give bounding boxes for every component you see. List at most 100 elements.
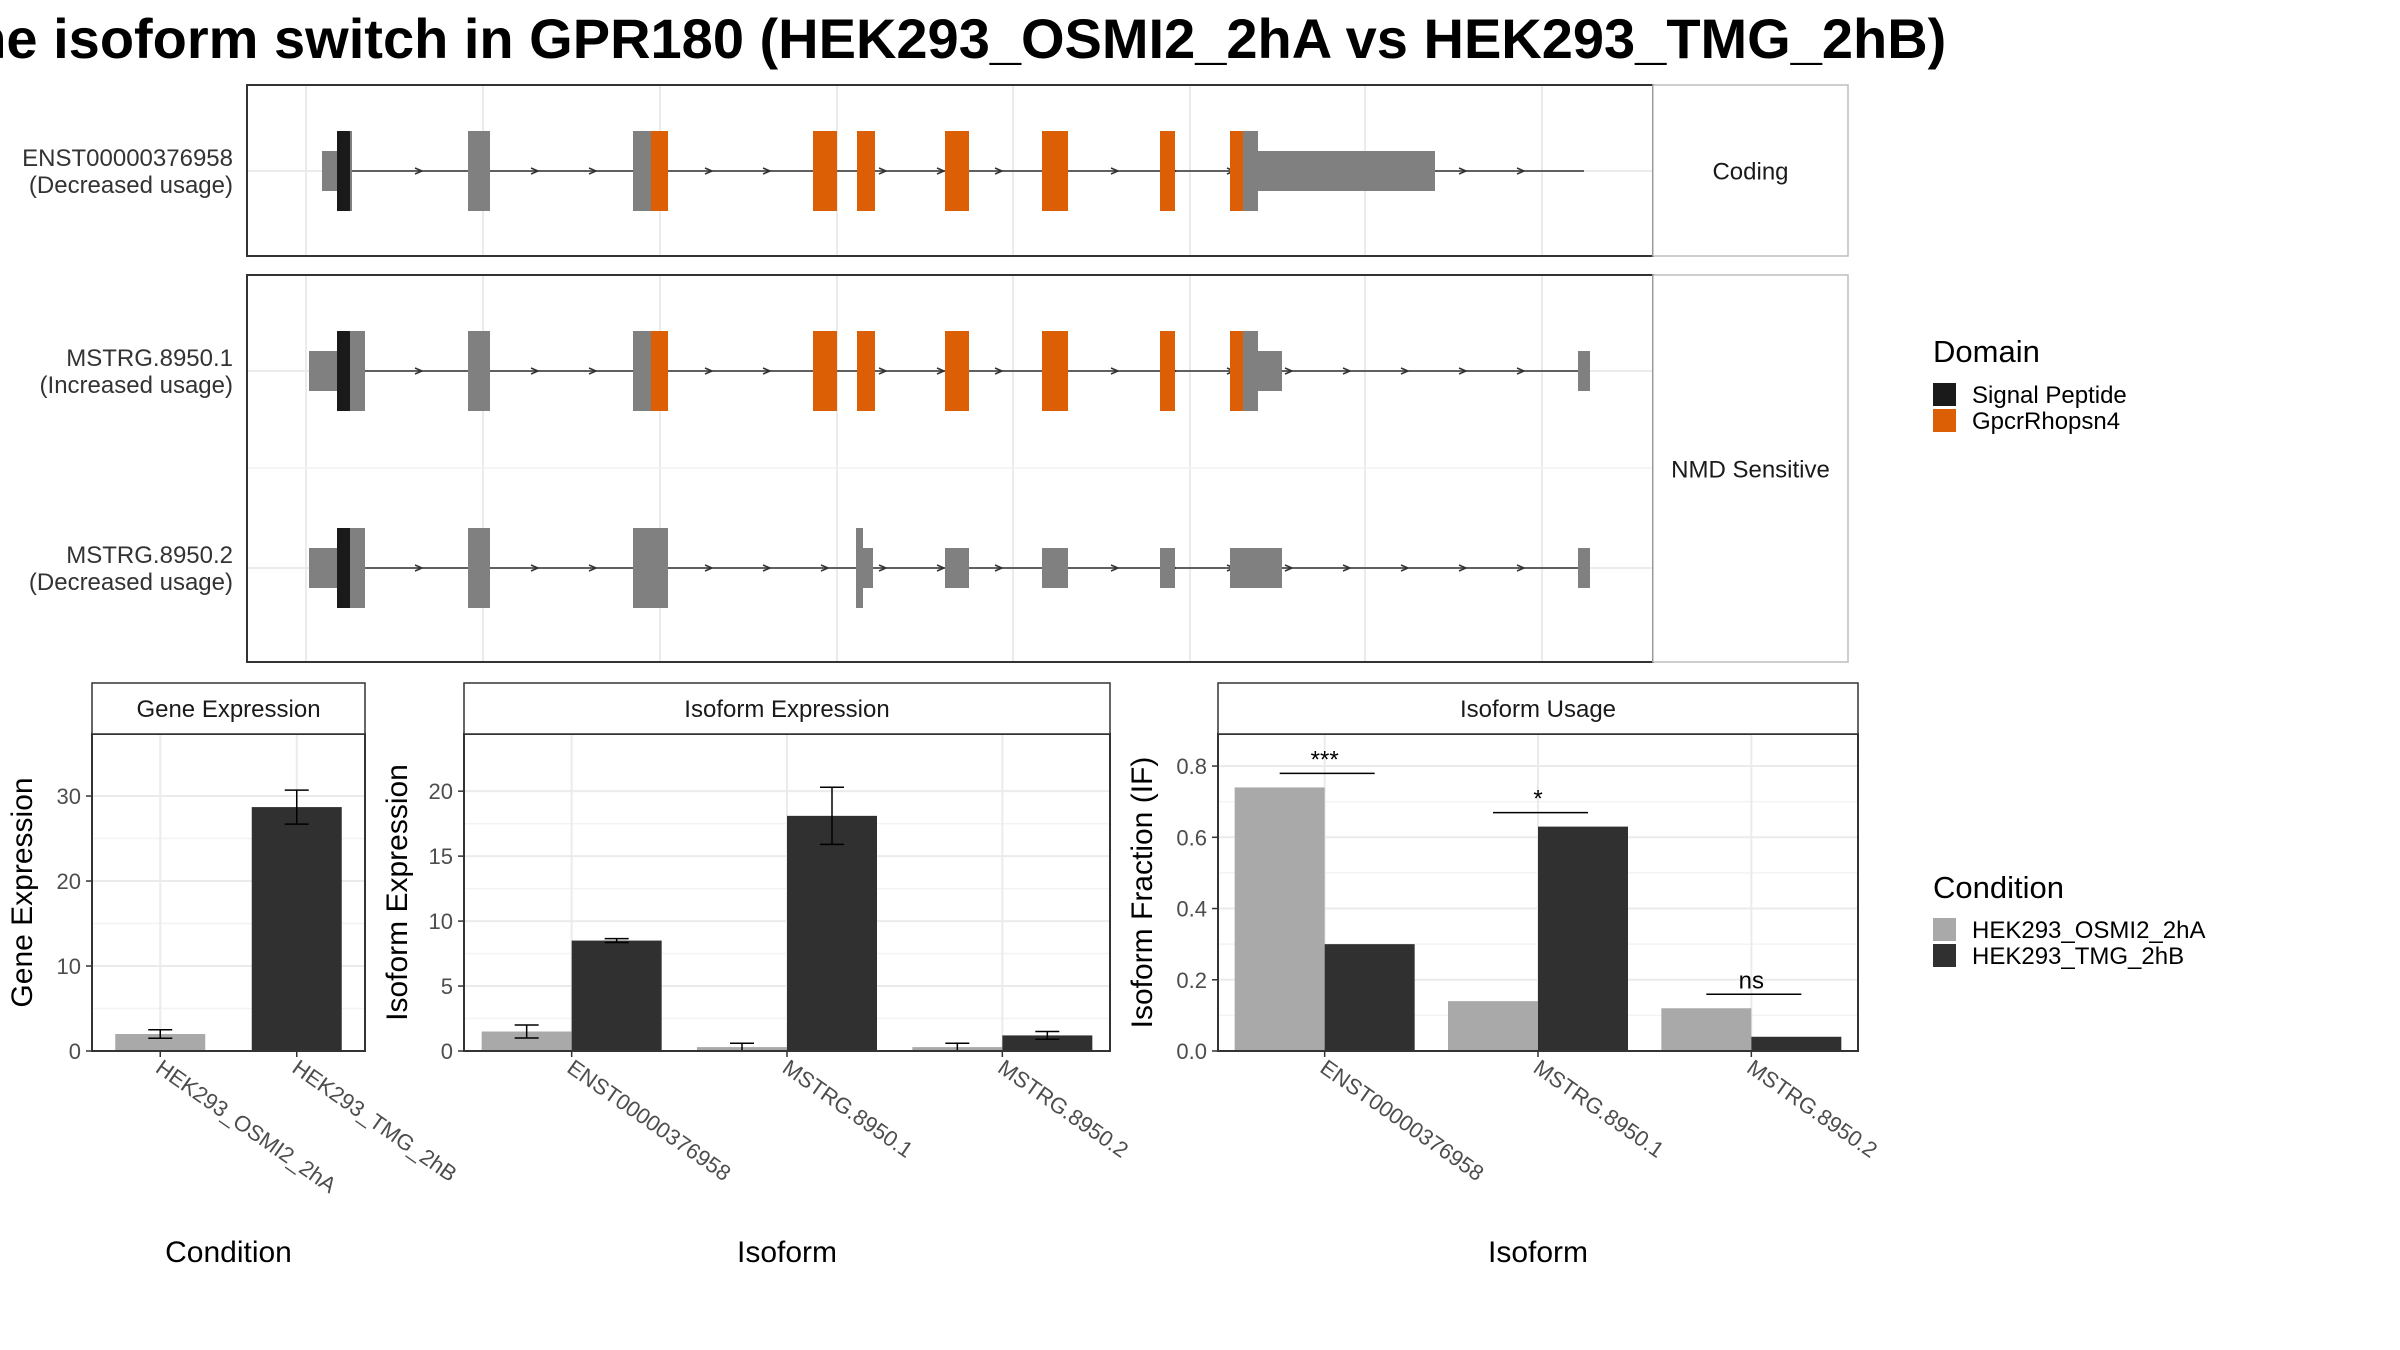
intron-arrow bbox=[1342, 564, 1352, 572]
domain-gpcr-block bbox=[1160, 331, 1175, 411]
intron-arrow bbox=[588, 367, 598, 375]
bar bbox=[115, 1034, 206, 1051]
transcript-id-label: ENST00000376958 bbox=[22, 145, 233, 172]
intron-arrow bbox=[1458, 167, 1468, 175]
exon-block bbox=[1258, 351, 1282, 391]
domain-gpcr-block bbox=[1230, 131, 1243, 211]
exon-block bbox=[468, 528, 490, 608]
exon-block bbox=[856, 528, 863, 608]
bar bbox=[1751, 1036, 1842, 1051]
intron-arrow bbox=[414, 167, 424, 175]
domain-gpcr-block bbox=[857, 131, 875, 211]
bar bbox=[571, 940, 662, 1051]
transcript-usage-label: (Decreased usage) bbox=[29, 569, 233, 596]
exon-block bbox=[633, 131, 651, 211]
intron-arrow bbox=[994, 167, 1004, 175]
x-axis-title: Isoform bbox=[1488, 1236, 1588, 1269]
intron-arrow bbox=[1284, 367, 1294, 375]
intron-arrow bbox=[878, 564, 888, 572]
intron-arrow bbox=[588, 564, 598, 572]
x-tick-label: MSTRG.8950.2 bbox=[993, 1055, 1133, 1163]
y-axis-title: Isoform Expression bbox=[381, 764, 414, 1021]
bar bbox=[1324, 944, 1415, 1051]
intron-arrow bbox=[704, 367, 714, 375]
significance-label: *** bbox=[1311, 746, 1339, 773]
transcript-id-label: MSTRG.8950.1 bbox=[66, 345, 233, 372]
bar bbox=[251, 807, 342, 1051]
domain-gpcr-block bbox=[651, 131, 668, 211]
x-tick-label: ENST00000376958 bbox=[1316, 1055, 1489, 1186]
intron-arrow bbox=[588, 167, 598, 175]
intron-arrow bbox=[704, 564, 714, 572]
intron-arrow bbox=[820, 564, 830, 572]
domain-gpcr-block bbox=[651, 331, 668, 411]
intron-arrow bbox=[414, 564, 424, 572]
intron-arrow bbox=[1110, 167, 1120, 175]
y-tick-label: 0.0 bbox=[1176, 1039, 1207, 1064]
x-tick-label: MSTRG.8950.1 bbox=[778, 1055, 918, 1163]
domain-legend-key bbox=[1933, 383, 1956, 406]
intron-arrow bbox=[1400, 367, 1410, 375]
domain-gpcr-block bbox=[1042, 331, 1068, 411]
y-tick-label: 30 bbox=[57, 784, 81, 809]
intron-arrow bbox=[994, 367, 1004, 375]
y-tick-label: 10 bbox=[429, 909, 453, 934]
transcript-track: MSTRG.8950.2(Decreased usage) bbox=[29, 528, 1590, 608]
intron-arrow bbox=[1516, 167, 1526, 175]
y-tick-label: 20 bbox=[429, 779, 453, 804]
transcript-track: MSTRG.8950.1(Increased usage) bbox=[40, 331, 1590, 411]
intron-arrow bbox=[1342, 367, 1352, 375]
exon-block bbox=[468, 331, 490, 411]
domain-legend-key bbox=[1933, 409, 1956, 432]
exon-block bbox=[468, 131, 490, 211]
panel-strip bbox=[463, 682, 1111, 735]
x-tick-label: ENST00000376958 bbox=[563, 1055, 736, 1186]
domain-signal-peptide-block bbox=[337, 131, 350, 211]
exon-block bbox=[309, 548, 337, 588]
intron-arrow bbox=[1516, 564, 1526, 572]
domain-legend-label: Signal Peptide bbox=[1972, 382, 2127, 409]
bar bbox=[1002, 1035, 1093, 1051]
bar bbox=[787, 815, 877, 1051]
transcript-track: ENST00000376958(Decreased usage) bbox=[22, 131, 1584, 211]
x-axis-title: Condition bbox=[165, 1236, 292, 1269]
panel-strip-label: Isoform Expression bbox=[684, 696, 889, 723]
transcript-id-label: MSTRG.8950.2 bbox=[66, 542, 233, 569]
transcript-usage-label: (Increased usage) bbox=[40, 372, 233, 399]
condition-legend-label: HEK293_OSMI2_2hA bbox=[1972, 917, 2205, 944]
y-tick-label: 0.2 bbox=[1176, 968, 1207, 993]
exon-block bbox=[1578, 351, 1590, 391]
bar bbox=[1661, 1008, 1752, 1051]
exon-block bbox=[1042, 548, 1068, 588]
y-axis-title: Isoform Fraction (IF) bbox=[1126, 757, 1159, 1029]
y-tick-label: 0 bbox=[441, 1039, 453, 1064]
intron-arrow bbox=[762, 167, 772, 175]
exon-block bbox=[1258, 151, 1435, 191]
facet-strip bbox=[1652, 84, 1849, 257]
bar bbox=[1234, 787, 1325, 1051]
intron-arrow bbox=[1516, 367, 1526, 375]
y-tick-label: 15 bbox=[429, 844, 453, 869]
transcript-usage-label: (Decreased usage) bbox=[29, 172, 233, 199]
condition-legend-key bbox=[1933, 944, 1956, 967]
y-tick-label: 10 bbox=[57, 954, 81, 979]
intron-arrow bbox=[704, 167, 714, 175]
domain-gpcr-block bbox=[1160, 131, 1175, 211]
condition-legend-title: Condition bbox=[1933, 870, 2064, 905]
panel-strip-label: Isoform Usage bbox=[1460, 696, 1616, 723]
intron-arrow bbox=[936, 367, 946, 375]
intron-arrow bbox=[530, 167, 540, 175]
exon-block bbox=[1230, 548, 1282, 588]
intron-arrow bbox=[762, 367, 772, 375]
domain-gpcr-block bbox=[945, 131, 969, 211]
domain-gpcr-block bbox=[857, 331, 875, 411]
y-tick-label: 0 bbox=[69, 1039, 81, 1064]
y-axis-title: Gene Expression bbox=[6, 777, 39, 1007]
significance-label: * bbox=[1533, 786, 1542, 813]
intron-arrow bbox=[1284, 564, 1294, 572]
intron-arrow bbox=[1110, 367, 1120, 375]
condition-legend-label: HEK293_TMG_2hB bbox=[1972, 943, 2184, 970]
